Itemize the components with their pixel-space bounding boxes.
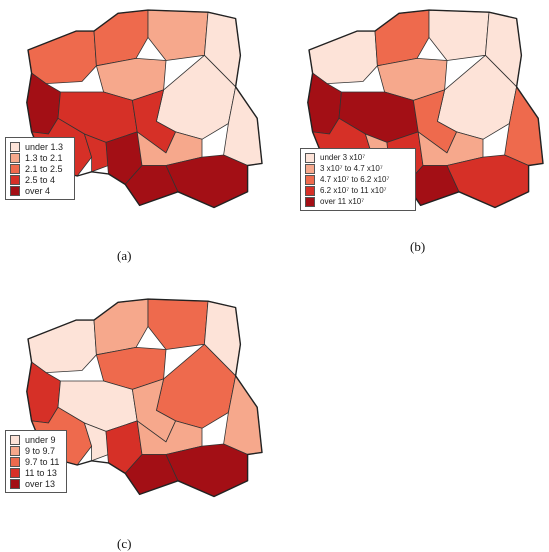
legend-item: under 1.3: [10, 141, 69, 152]
caption-c: (c): [117, 536, 132, 551]
legend-item: 9 to 9.7: [10, 445, 61, 456]
legend-item: 6.2 x10⁷ to 11 x10⁷: [305, 185, 410, 196]
legend-swatch: [10, 445, 20, 456]
region-warminsko-mazurskie: [147, 298, 209, 350]
legend-item: under 9: [10, 434, 61, 445]
legend-label: 4.7 x10⁷ to 6.2 x10⁷: [320, 175, 390, 184]
legend-label: 9.7 to 11: [25, 456, 60, 467]
legend-swatch: [305, 163, 315, 174]
legend-swatch: [10, 434, 20, 445]
legend-label: under 1.3: [25, 141, 64, 152]
legend-item: under 3 x10⁷: [305, 152, 410, 163]
legend-swatch: [10, 174, 20, 185]
legend-swatch: [10, 152, 20, 163]
legend-swatch: [305, 174, 315, 185]
legend-swatch: [10, 478, 20, 489]
legend-swatch: [10, 163, 20, 174]
legend-label: under 9: [25, 434, 56, 445]
legend-label: 2.5 to 4: [25, 174, 56, 185]
region-pomorskie: [93, 298, 149, 356]
region-podkarpackie: [165, 443, 249, 497]
caption-a: (a): [117, 248, 132, 263]
caption-b: (b): [410, 239, 426, 254]
legend-item: 9.7 to 11: [10, 456, 61, 467]
legend-label: 3 x10⁷ to 4.7 x10⁷: [320, 164, 383, 173]
legend-swatch: [10, 141, 20, 152]
legend-item: 4.7 x10⁷ to 6.2 x10⁷: [305, 174, 410, 185]
legend-item: 11 to 13: [10, 467, 61, 478]
legend-label: 6.2 x10⁷ to 11 x10⁷: [320, 186, 387, 195]
legend-label: over 11 x10⁷: [320, 197, 365, 206]
legend-label: under 3 x10⁷: [320, 153, 366, 162]
legend-swatch: [305, 196, 315, 207]
legend-label: 9 to 9.7: [25, 445, 56, 456]
region-opolskie: [84, 422, 109, 462]
region-zachodniopomorskie: [27, 319, 97, 374]
legend-c: under 9 9 to 9.7 9.7 to 11 11 to 13 over…: [5, 430, 67, 493]
legend-label: 1.3 to 2.1: [25, 152, 63, 163]
region-opolskie: [84, 133, 109, 173]
legend-item: over 13: [10, 478, 61, 489]
legend-swatch: [305, 152, 315, 163]
legend-item: 1.3 to 2.1: [10, 152, 69, 163]
legend-label: 2.1 to 2.5: [25, 163, 63, 174]
legend-item: 3 x10⁷ to 4.7 x10⁷: [305, 163, 410, 174]
legend-label: over 4: [25, 185, 51, 196]
legend-swatch: [305, 185, 315, 196]
legend-swatch: [10, 456, 20, 467]
legend-item: 2.1 to 2.5: [10, 163, 69, 174]
legend-item: over 11 x10⁷: [305, 196, 410, 207]
legend-item: over 4: [10, 185, 69, 196]
legend-b: under 3 x10⁷ 3 x10⁷ to 4.7 x10⁷ 4.7 x10⁷…: [300, 148, 416, 211]
legend-swatch: [10, 467, 20, 478]
legend-a: under 1.3 1.3 to 2.1 2.1 to 2.5 2.5 to 4…: [5, 137, 75, 200]
legend-label: 11 to 13: [25, 467, 57, 478]
legend-label: over 13: [25, 478, 56, 489]
legend-swatch: [10, 185, 20, 196]
legend-item: 2.5 to 4: [10, 174, 69, 185]
